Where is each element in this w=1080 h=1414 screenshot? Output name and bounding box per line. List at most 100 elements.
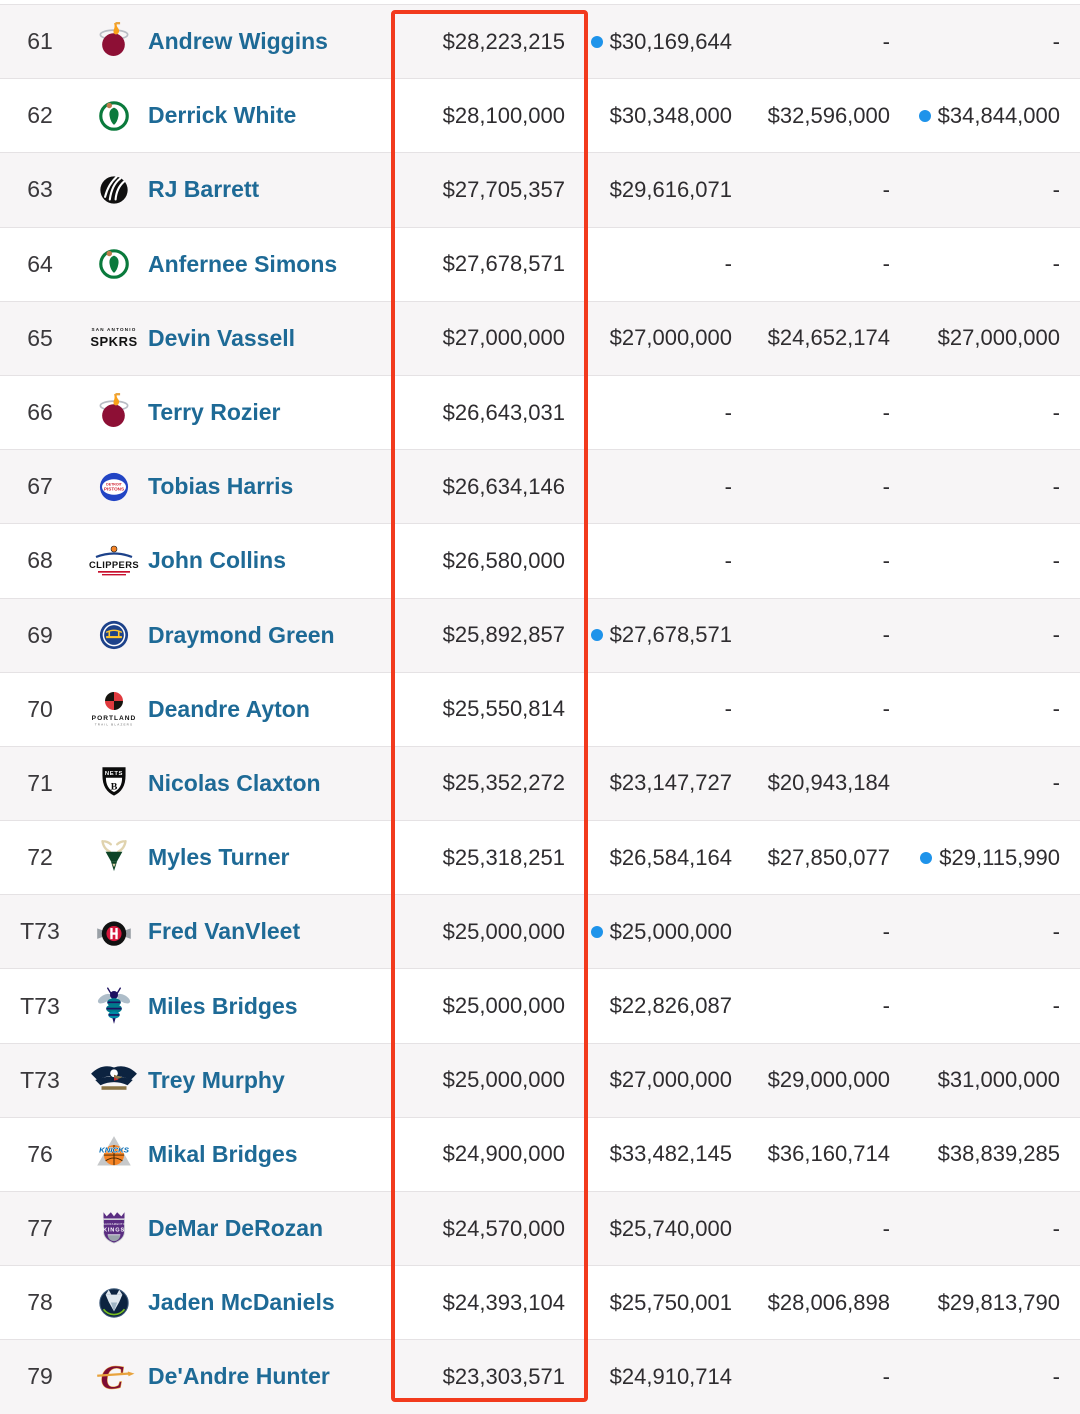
player-name-link[interactable]: Draymond Green bbox=[148, 622, 405, 649]
player-name: Anfernee Simons bbox=[148, 250, 338, 277]
salary-cell-1: $23,303,571 bbox=[405, 1364, 565, 1390]
table-row: T73 Miles Bridges $25,000,000 $22,826,08… bbox=[0, 968, 1080, 1043]
salary-cell-2: $24,910,714 bbox=[565, 1364, 732, 1390]
warriors-logo[interactable] bbox=[93, 613, 135, 657]
player-name: Tobias Harris bbox=[148, 473, 294, 500]
heat-logo[interactable] bbox=[93, 20, 135, 64]
player-name-link[interactable]: DeMar DeRozan bbox=[148, 1215, 405, 1242]
player-name-link[interactable]: Fred VanVleet bbox=[148, 918, 405, 945]
player-name-link[interactable]: Terry Rozier bbox=[148, 399, 405, 426]
salary-value: $20,943,184 bbox=[767, 770, 890, 796]
clippers-logo[interactable]: CLIPPERS bbox=[84, 539, 144, 583]
player-name-link[interactable]: Tobias Harris bbox=[148, 473, 405, 500]
salary-value: $36,160,714 bbox=[767, 1141, 890, 1167]
player-name-link[interactable]: De'Andre Hunter bbox=[148, 1363, 405, 1390]
player-name: Nicolas Claxton bbox=[148, 769, 321, 796]
salary-value: $24,910,714 bbox=[609, 1363, 732, 1389]
table-row: 63 RJ Barrett $27,705,357 $29,616,071 - … bbox=[0, 152, 1080, 227]
salary-cell-4: - bbox=[890, 548, 1060, 574]
salary-value: - bbox=[724, 251, 732, 277]
salary-value: - bbox=[1052, 770, 1060, 796]
salary-cell-3: $28,006,898 bbox=[732, 1290, 890, 1316]
salary-value: $25,000,000 bbox=[609, 918, 732, 944]
table-row: 70 PORTLAND TRAIL BLAZERS Deandre Ayton $… bbox=[0, 671, 1080, 746]
spurs-logo[interactable]: SAN ANTONIO SPKRS bbox=[84, 316, 144, 360]
salary-value: $34,844,000 bbox=[937, 102, 1060, 128]
salary-cell-2: $22,826,087 bbox=[565, 993, 732, 1019]
pelicans-logo[interactable] bbox=[89, 1058, 139, 1102]
bucks-logo[interactable] bbox=[93, 836, 135, 880]
player-name-link[interactable]: RJ Barrett bbox=[148, 176, 405, 203]
salary-cell-3: - bbox=[732, 29, 890, 55]
player-name-link[interactable]: Trey Murphy bbox=[148, 1067, 405, 1094]
timberwolves-logo[interactable] bbox=[93, 1281, 135, 1325]
nets-logo[interactable]: NETS B bbox=[93, 761, 135, 805]
player-name-link[interactable]: Jaden McDaniels bbox=[148, 1289, 405, 1316]
salary-value: - bbox=[1052, 251, 1060, 277]
salary-value: - bbox=[724, 696, 732, 722]
team-logo-cell bbox=[80, 910, 148, 954]
knicks-logo[interactable]: KNICKS bbox=[93, 1132, 135, 1176]
salary-value: $25,750,001 bbox=[609, 1289, 732, 1315]
salary-table: 61 Andrew Wiggins $28,223,215 $30,169,64… bbox=[0, 4, 1080, 1414]
salary-cell-2: $33,482,145 bbox=[565, 1141, 732, 1167]
table-row: 77 SACRAMENTO KINGS DeMar DeRozan $24,570… bbox=[0, 1191, 1080, 1266]
team-logo-cell: KNICKS bbox=[80, 1132, 148, 1176]
salary-cell-1: $26,580,000 bbox=[405, 548, 565, 574]
salary-cell-1: $25,892,857 bbox=[405, 622, 565, 648]
salary-cell-2: $30,169,644 bbox=[565, 29, 732, 55]
salary-value: $23,303,571 bbox=[442, 1363, 565, 1389]
player-name: DeMar DeRozan bbox=[148, 1215, 324, 1242]
rank-cell: T73 bbox=[0, 993, 80, 1020]
rank-label: 61 bbox=[27, 28, 53, 55]
rank-label: 79 bbox=[27, 1363, 53, 1390]
blazers-logo[interactable]: PORTLAND TRAIL BLAZERS bbox=[84, 687, 144, 731]
svg-text:SAN ANTONIO: SAN ANTONIO bbox=[91, 327, 136, 332]
table-row: 72 Myles Turner $25,318,251 $26,584,164 … bbox=[0, 820, 1080, 895]
cavaliers-logo[interactable]: C bbox=[93, 1355, 135, 1399]
salary-cell-3: $24,652,174 bbox=[732, 325, 890, 351]
table-row: 61 Andrew Wiggins $28,223,215 $30,169,64… bbox=[0, 4, 1080, 79]
celtics-logo[interactable] bbox=[93, 242, 135, 286]
salary-cell-2: - bbox=[565, 474, 732, 500]
player-option-dot bbox=[918, 109, 931, 122]
salary-cell-1: $27,678,571 bbox=[405, 251, 565, 277]
heat-logo[interactable] bbox=[93, 391, 135, 435]
salary-value: $30,169,644 bbox=[609, 28, 732, 54]
rockets-logo[interactable] bbox=[93, 910, 135, 954]
svg-text:PORTLAND: PORTLAND bbox=[92, 715, 137, 722]
salary-cell-2: - bbox=[565, 696, 732, 722]
salary-value: $30,348,000 bbox=[609, 102, 732, 128]
player-name-link[interactable]: Miles Bridges bbox=[148, 993, 405, 1020]
celtics-logo[interactable] bbox=[93, 94, 135, 138]
player-name-link[interactable]: Anfernee Simons bbox=[148, 251, 405, 278]
salary-cell-3: - bbox=[732, 622, 890, 648]
player-name-link[interactable]: Mikal Bridges bbox=[148, 1141, 405, 1168]
salary-cell-1: $25,000,000 bbox=[405, 919, 565, 945]
pistons-logo[interactable]: DETROIT PISTONS bbox=[93, 465, 135, 509]
raptors-logo[interactable] bbox=[93, 168, 135, 212]
player-name-link[interactable]: Andrew Wiggins bbox=[148, 28, 405, 55]
hornets-logo[interactable] bbox=[93, 984, 135, 1028]
player-name-link[interactable]: Deandre Ayton bbox=[148, 696, 405, 723]
salary-cell-2: $27,000,000 bbox=[565, 325, 732, 351]
player-name-link[interactable]: Myles Turner bbox=[148, 844, 405, 871]
player-name-link[interactable]: Nicolas Claxton bbox=[148, 770, 405, 797]
salary-cell-4: $31,000,000 bbox=[890, 1067, 1060, 1093]
salary-value: - bbox=[882, 696, 890, 722]
table-row: 76 KNICKS Mikal Bridges $24,900,000 $33,… bbox=[0, 1116, 1080, 1191]
player-name-link[interactable]: John Collins bbox=[148, 547, 405, 574]
salary-value: - bbox=[882, 547, 890, 573]
rank-label: 64 bbox=[27, 250, 53, 277]
rank-cell: 61 bbox=[0, 28, 80, 55]
table-row: 69 Draymond Green $25,892,857 $27,678,57… bbox=[0, 597, 1080, 672]
svg-text:NETS: NETS bbox=[105, 771, 123, 777]
team-logo-cell: PORTLAND TRAIL BLAZERS bbox=[80, 687, 148, 731]
player-name-link[interactable]: Devin Vassell bbox=[148, 325, 405, 352]
salary-cell-4: - bbox=[890, 622, 1060, 648]
salary-cell-1: $27,705,357 bbox=[405, 177, 565, 203]
table-row: 67 DETROIT PISTONS Tobias Harris $26,634,… bbox=[0, 449, 1080, 524]
salary-value: $26,643,031 bbox=[442, 399, 565, 425]
player-name-link[interactable]: Derrick White bbox=[148, 102, 405, 129]
kings-logo[interactable]: SACRAMENTO KINGS bbox=[93, 1207, 135, 1251]
